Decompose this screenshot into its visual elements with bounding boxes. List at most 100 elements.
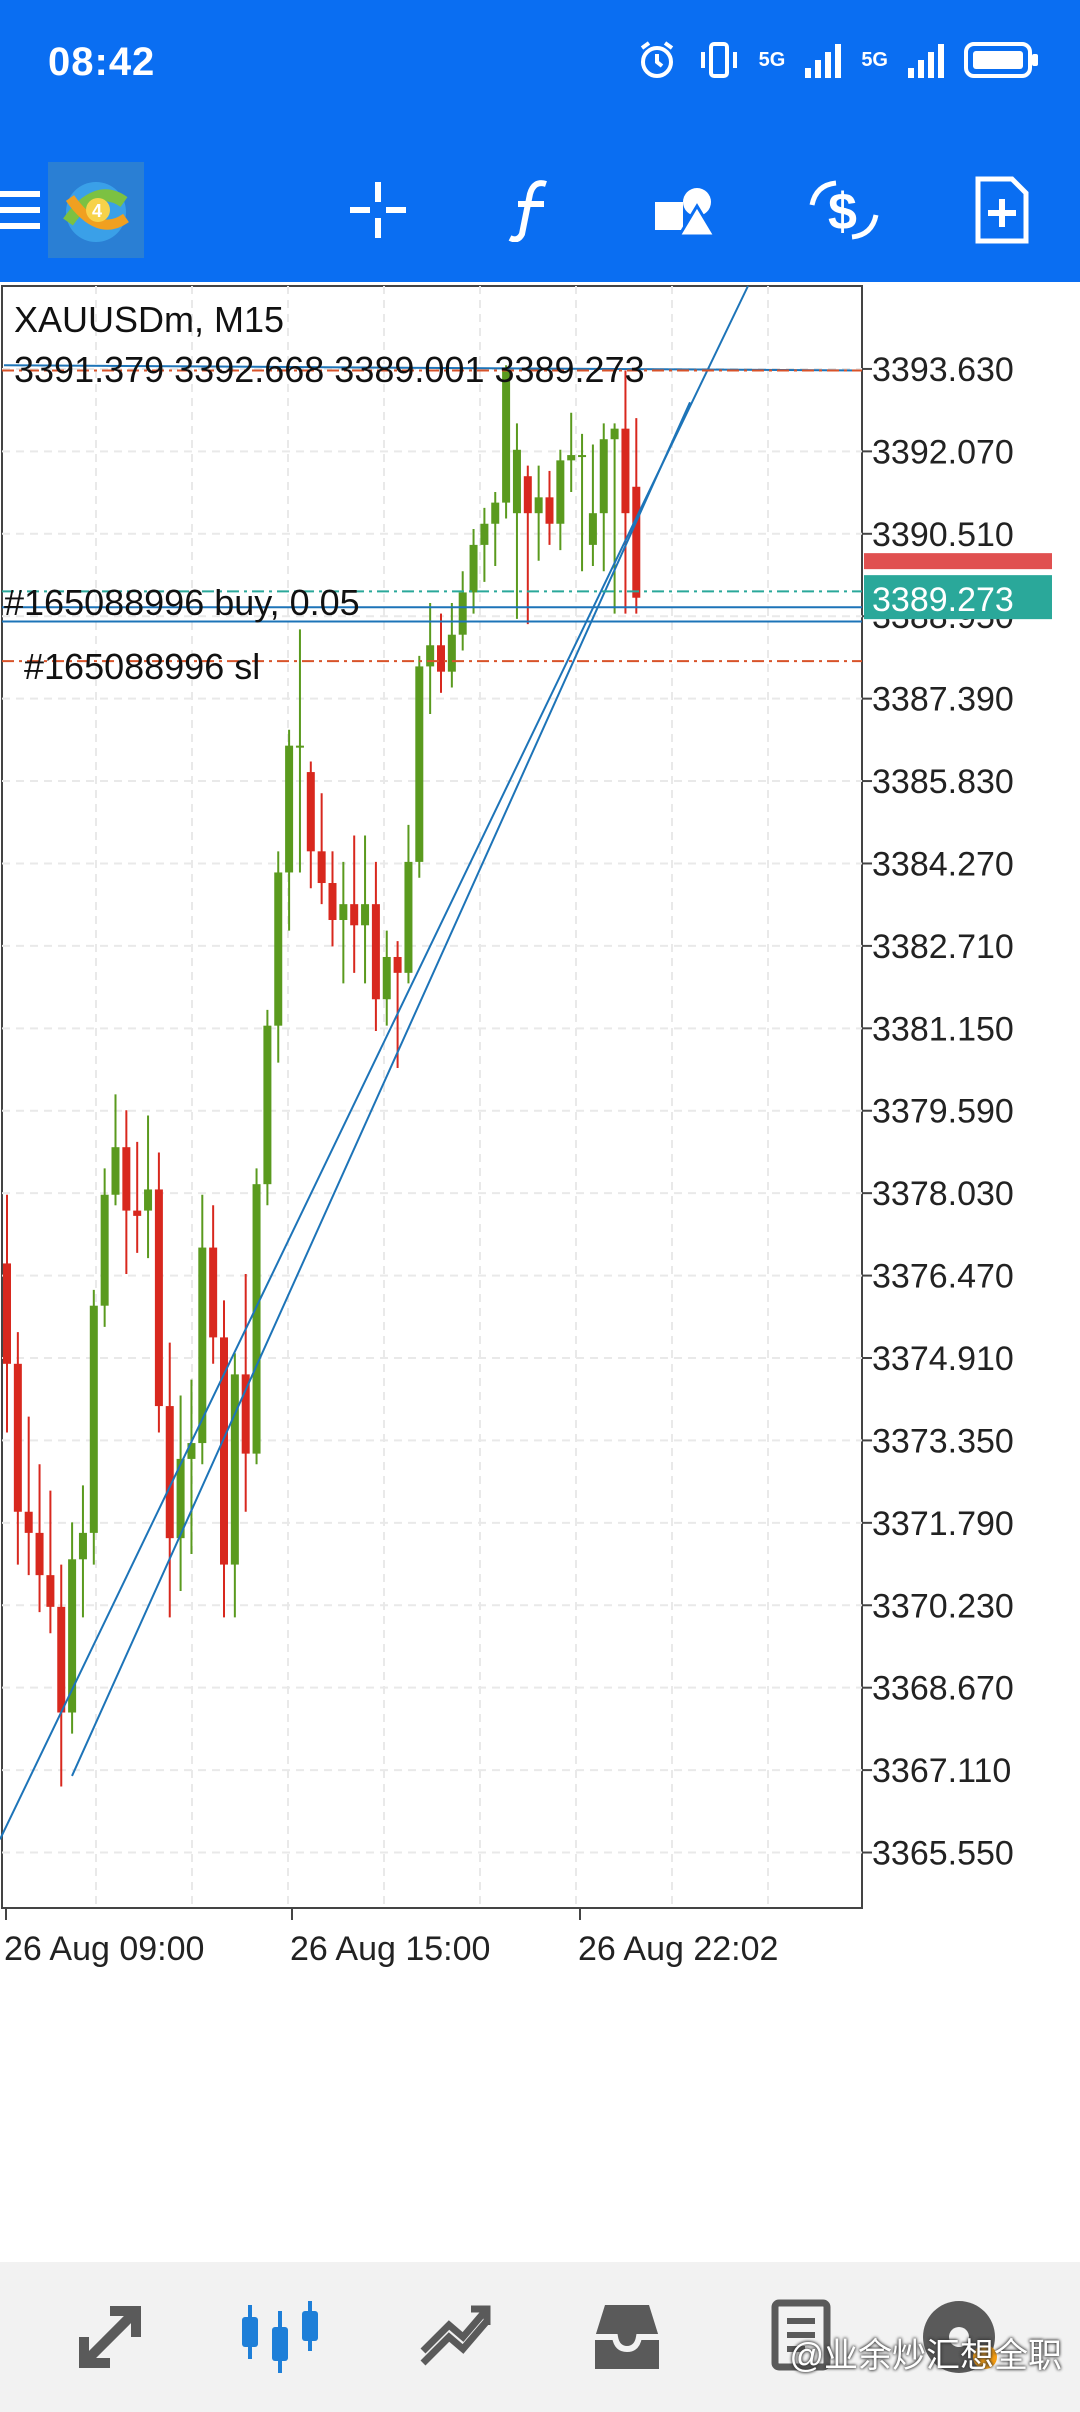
mt4-logo-icon: 4 [48,162,144,258]
candle-bull [230,1374,239,1565]
candle-bull [78,1532,87,1560]
nav-trade[interactable] [400,2292,510,2382]
bottom-navigation: @业余炒汇想全职 [0,2262,1080,2412]
candle-bull [610,428,619,440]
y-tick-label: 3392.070 [872,433,1014,471]
candle-bull [502,370,511,503]
candle-bear [122,1147,131,1211]
signal-5g-icon-2: 5G [861,48,888,71]
candle-bear [241,1374,250,1454]
candle-bull [534,497,543,514]
hidden-price-tag [864,553,1052,570]
y-tick-label: 3371.790 [872,1505,1014,1543]
y-tick-label: 3385.830 [872,763,1014,801]
candle-bear [3,1263,11,1364]
y-tick-label: 3381.150 [872,1010,1014,1048]
candle-bull [339,904,348,921]
y-tick-label: 3384.270 [872,845,1014,883]
signal-bars-icon-2 [908,44,944,78]
vibrate-icon [700,42,737,78]
nav-history[interactable] [572,2292,682,2382]
candle-bull [361,904,370,926]
trendline-short[interactable] [71,401,691,1777]
candle-bear [35,1532,44,1576]
svg-text:$: $ [828,183,857,241]
status-time: 08:42 [48,40,156,84]
candle-bull [426,645,435,667]
candle-bull [252,1184,261,1454]
candle-bull [111,1147,120,1195]
candle-bull [295,745,304,748]
crosshair-button[interactable] [328,160,428,260]
candle-bull [556,460,565,524]
candle-bull [100,1194,109,1306]
candle-bull [263,1025,272,1185]
y-tick-label: 3390.510 [872,516,1014,554]
candle-bear [220,1337,228,1565]
y-tick-label: 3368.670 [872,1670,1014,1708]
candle-bear [393,956,402,973]
y-tick-label: 3374.910 [872,1340,1014,1378]
trade-button[interactable]: $ [794,160,894,260]
nav-messages[interactable] [746,2292,856,2382]
indicators-icon [508,180,547,242]
menu-button[interactable] [0,160,70,260]
new-order-icon [975,176,1029,244]
mt4-logo[interactable]: 4 [48,162,144,258]
y-tick-label: 3370.230 [872,1587,1014,1625]
current-price-tag [864,575,1052,620]
sl-label: #165088996 sl [24,646,260,687]
candle-bear [46,1575,55,1607]
price-chart[interactable]: 3393.6303392.0703390.5103388.9503387.390… [0,282,1080,2212]
candle-bull [480,523,489,545]
status-icons: 5G 5G [635,38,1040,82]
candle-bear [350,904,359,926]
y-tick-label: 3365.550 [872,1835,1014,1873]
x-tick-label: 26 Aug 22:02 [578,1930,778,1968]
new-order-button[interactable] [952,160,1052,260]
candle-bull [176,1458,185,1539]
trendline-long[interactable] [0,285,749,1840]
battery-icon [964,42,1038,78]
candle-bear [328,883,337,921]
y-tick-label: 3382.710 [872,928,1014,966]
candle-bear [154,1189,163,1407]
candle-bull [187,1443,196,1459]
candle-bear [317,851,326,884]
y-tick-label: 3393.630 [872,351,1014,389]
nav-settings[interactable] [904,2292,1014,2382]
signal-bars-icon-1 [805,44,842,78]
candle-bear [24,1511,33,1533]
objects-button[interactable] [636,160,736,260]
indicators-button[interactable] [482,160,582,260]
menu-icon [0,191,40,229]
candle-bear [371,904,380,1000]
candle-bull [68,1559,77,1713]
y-tick-label: 3373.350 [872,1422,1014,1460]
order-label: #165088996 buy, 0.05 [4,582,360,623]
current-price-label: 3389.273 [872,581,1014,619]
y-tick-label: 3378.030 [872,1175,1014,1213]
symbol-label: XAUUSDm, M15 [14,299,284,340]
settings-icon [923,2301,997,2373]
candle-bear [437,645,445,672]
candle-bear [209,1247,218,1338]
nav-quotes[interactable] [55,2292,165,2382]
nav-chart[interactable] [226,2292,336,2382]
candle-bull [599,439,608,514]
candle-bull [198,1247,207,1444]
x-tick-label: 26 Aug 15:00 [290,1930,490,1968]
candle-bear [523,476,532,514]
chart-canvas[interactable]: 3393.6303392.0703390.5103388.9503387.390… [0,282,1080,2212]
status-bar: 08:42 5G 5G [0,0,1080,140]
messages-icon [771,2299,831,2371]
candle-bull [89,1305,98,1533]
signal-5g-icon-1: 5G [758,48,786,71]
trade-icon: $ [809,180,879,241]
y-tick-label: 3376.470 [872,1258,1014,1296]
ohlc-label: 3391.379 3392.668 3389.001 3389.273 [14,349,645,390]
candle-bear [632,486,641,598]
candle-bull [469,544,478,593]
candle-bull [285,745,294,873]
quotes-icon [79,2306,141,2368]
